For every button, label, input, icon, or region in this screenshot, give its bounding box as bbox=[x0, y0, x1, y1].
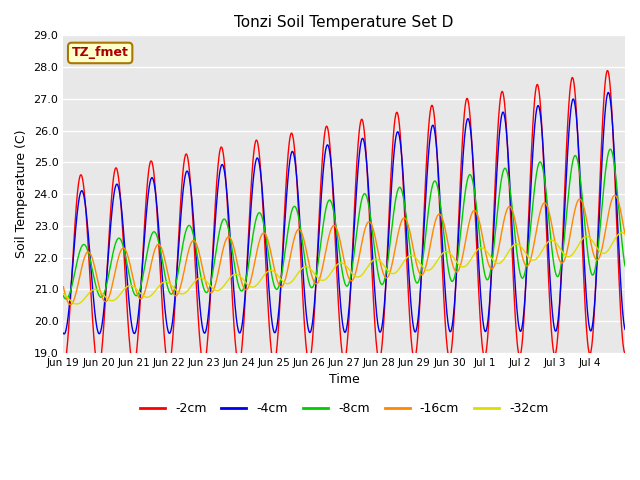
-4cm bbox=[60, 330, 67, 336]
Title: Tonzi Soil Temperature Set D: Tonzi Soil Temperature Set D bbox=[234, 15, 454, 30]
-2cm bbox=[347, 286, 355, 291]
Legend: -2cm, -4cm, -8cm, -16cm, -32cm: -2cm, -4cm, -8cm, -16cm, -32cm bbox=[135, 397, 554, 420]
-32cm bbox=[347, 269, 355, 275]
-16cm bbox=[586, 231, 593, 237]
-2cm bbox=[447, 353, 454, 359]
-8cm bbox=[314, 264, 321, 269]
X-axis label: Time: Time bbox=[329, 373, 360, 386]
-16cm bbox=[347, 278, 355, 284]
-16cm bbox=[447, 254, 454, 260]
-2cm bbox=[70, 240, 77, 245]
-2cm bbox=[60, 366, 67, 372]
-2cm bbox=[314, 253, 321, 259]
-4cm bbox=[605, 90, 612, 96]
-16cm bbox=[621, 231, 629, 237]
Line: -4cm: -4cm bbox=[63, 93, 625, 334]
-4cm bbox=[70, 244, 78, 250]
-32cm bbox=[621, 231, 629, 237]
Line: -8cm: -8cm bbox=[63, 149, 625, 299]
-2cm bbox=[604, 68, 611, 73]
Line: -16cm: -16cm bbox=[63, 195, 625, 305]
-32cm bbox=[314, 275, 321, 280]
-32cm bbox=[60, 291, 67, 297]
-2cm bbox=[160, 326, 168, 332]
-2cm bbox=[621, 350, 629, 356]
-8cm bbox=[621, 263, 629, 269]
-8cm bbox=[160, 268, 168, 274]
-2cm bbox=[585, 348, 593, 354]
-32cm bbox=[160, 279, 168, 285]
Text: TZ_fmet: TZ_fmet bbox=[72, 47, 129, 60]
-4cm bbox=[447, 328, 454, 334]
-16cm bbox=[611, 192, 619, 198]
-16cm bbox=[70, 296, 78, 302]
-8cm bbox=[62, 296, 70, 302]
-16cm bbox=[67, 302, 74, 308]
-4cm bbox=[160, 297, 168, 303]
-8cm bbox=[447, 277, 454, 283]
-32cm bbox=[618, 230, 626, 236]
-8cm bbox=[347, 272, 355, 277]
-8cm bbox=[60, 293, 67, 299]
-32cm bbox=[73, 301, 81, 307]
-32cm bbox=[586, 234, 593, 240]
-16cm bbox=[160, 254, 168, 260]
-4cm bbox=[347, 279, 355, 285]
-8cm bbox=[586, 261, 593, 266]
-32cm bbox=[447, 251, 454, 257]
-4cm bbox=[621, 326, 629, 332]
-8cm bbox=[70, 273, 78, 278]
-32cm bbox=[70, 300, 77, 306]
-4cm bbox=[314, 254, 321, 260]
Y-axis label: Soil Temperature (C): Soil Temperature (C) bbox=[15, 130, 28, 258]
-8cm bbox=[607, 146, 614, 152]
Line: -2cm: -2cm bbox=[63, 71, 625, 369]
-16cm bbox=[314, 280, 321, 286]
-16cm bbox=[60, 284, 67, 289]
Line: -32cm: -32cm bbox=[63, 233, 625, 304]
-4cm bbox=[60, 331, 68, 337]
-4cm bbox=[586, 324, 593, 329]
